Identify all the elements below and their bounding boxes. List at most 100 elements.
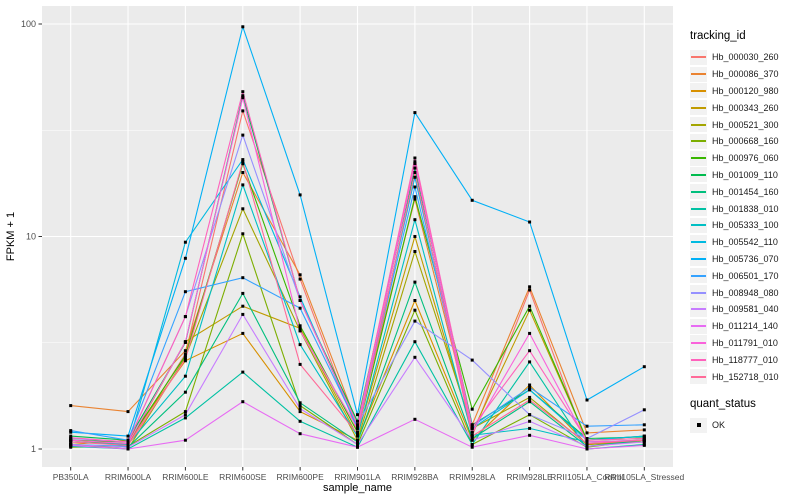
x-tick-label: RRII105LA_Stressed	[604, 472, 684, 482]
data-point	[69, 434, 73, 438]
data-point	[528, 400, 532, 404]
data-point	[183, 352, 187, 356]
data-point	[183, 410, 187, 414]
data-point	[126, 434, 130, 438]
legend-key-icon	[690, 352, 707, 368]
data-point	[413, 308, 417, 312]
data-point	[69, 438, 73, 442]
legend-item-label: Hb_001454_160	[712, 186, 779, 197]
data-point	[183, 290, 187, 294]
data-point	[413, 195, 417, 199]
data-point	[69, 429, 73, 433]
data-point	[356, 413, 359, 417]
data-point	[298, 362, 302, 366]
data-point	[298, 273, 302, 277]
data-point	[585, 398, 589, 402]
data-point	[183, 315, 187, 319]
data-point	[470, 358, 474, 362]
data-point	[642, 437, 646, 440]
legend-item: Hb_152718_010	[690, 368, 798, 385]
data-point	[183, 355, 187, 359]
data-point	[298, 410, 302, 414]
x-tick-label: PB350LA	[53, 472, 89, 482]
data-point	[413, 299, 417, 302]
data-point	[241, 232, 245, 236]
data-point	[298, 432, 302, 436]
legend-item: Hb_005736_070	[690, 251, 798, 268]
legend-item: Hb_001454_160	[690, 183, 798, 200]
data-point	[528, 433, 532, 437]
data-point	[528, 360, 532, 364]
legend-item: Hb_000120_980	[690, 83, 798, 100]
data-point	[356, 426, 359, 430]
data-point	[298, 277, 302, 281]
legend-item-label: Hb_000976_060	[712, 153, 779, 164]
data-point	[69, 404, 73, 408]
legend-item: Hb_000343_260	[690, 99, 798, 116]
x-tick-label: RRIM600LE	[162, 472, 209, 482]
data-point	[413, 280, 417, 284]
data-point	[126, 438, 130, 442]
y-tick-label: 100	[21, 19, 36, 29]
legend-item: Hb_006501_170	[690, 267, 798, 284]
data-point	[528, 220, 532, 224]
legend-item: Hb_000668_160	[690, 133, 798, 150]
data-point	[528, 349, 532, 353]
data-point	[241, 90, 245, 94]
data-point	[69, 430, 73, 434]
legend-item: Hb_000086_370	[690, 66, 798, 83]
legend-title-quant-status: quant_status	[690, 397, 756, 410]
data-point	[241, 162, 245, 166]
legend-item-label: Hb_005333_100	[712, 220, 779, 231]
data-point	[241, 158, 245, 162]
data-point	[298, 306, 302, 310]
x-tick-label: RRIM600PE	[277, 472, 325, 482]
data-point	[183, 416, 187, 420]
data-point	[413, 156, 417, 160]
data-point	[356, 445, 359, 449]
legend-key-icon	[690, 318, 707, 334]
data-point	[241, 291, 245, 295]
data-point	[528, 383, 532, 387]
data-point	[356, 438, 359, 442]
data-point	[183, 359, 187, 363]
data-point	[413, 185, 417, 189]
legend-item: Hb_118777_010	[690, 351, 798, 368]
legend-item-label: Hb_011791_010	[712, 337, 778, 348]
data-point	[183, 240, 187, 244]
data-point	[585, 440, 589, 444]
legend-key-icon	[690, 285, 707, 301]
data-point	[528, 398, 532, 402]
legend-item-label: Hb_011214_140	[712, 321, 778, 332]
x-axis-title: sample_name	[323, 482, 392, 494]
data-point	[183, 340, 187, 344]
legend-item-label: Hb_000668_160	[712, 136, 779, 147]
data-point	[470, 445, 474, 449]
legend-item: Hb_011791_010	[690, 335, 798, 352]
data-point	[241, 25, 245, 29]
data-point	[69, 440, 73, 444]
y-axis-title: FPKM + 1	[5, 212, 17, 261]
data-point	[585, 442, 589, 446]
data-point	[413, 160, 417, 164]
x-tick-label: RRIM928BA	[391, 472, 439, 482]
data-point	[241, 276, 245, 280]
legend-item-label: Hb_009581_040	[712, 304, 779, 315]
data-point	[298, 326, 302, 330]
legend-item-label: Hb_000086_370	[712, 69, 779, 80]
data-point	[126, 440, 130, 444]
data-point	[528, 304, 532, 308]
legend-item: Hb_011214_140	[690, 318, 798, 335]
legend-item-label: Hb_005736_070	[712, 253, 779, 264]
legend-key-icon	[690, 167, 707, 183]
x-tick-label: RRIM928LA	[449, 472, 496, 482]
data-point	[69, 436, 73, 440]
data-point	[413, 340, 417, 344]
data-point	[298, 404, 302, 408]
y-tick-label: 10	[26, 232, 36, 242]
data-point	[241, 370, 245, 374]
data-point	[470, 198, 474, 202]
legend-item: Hb_000521_300	[690, 116, 798, 133]
